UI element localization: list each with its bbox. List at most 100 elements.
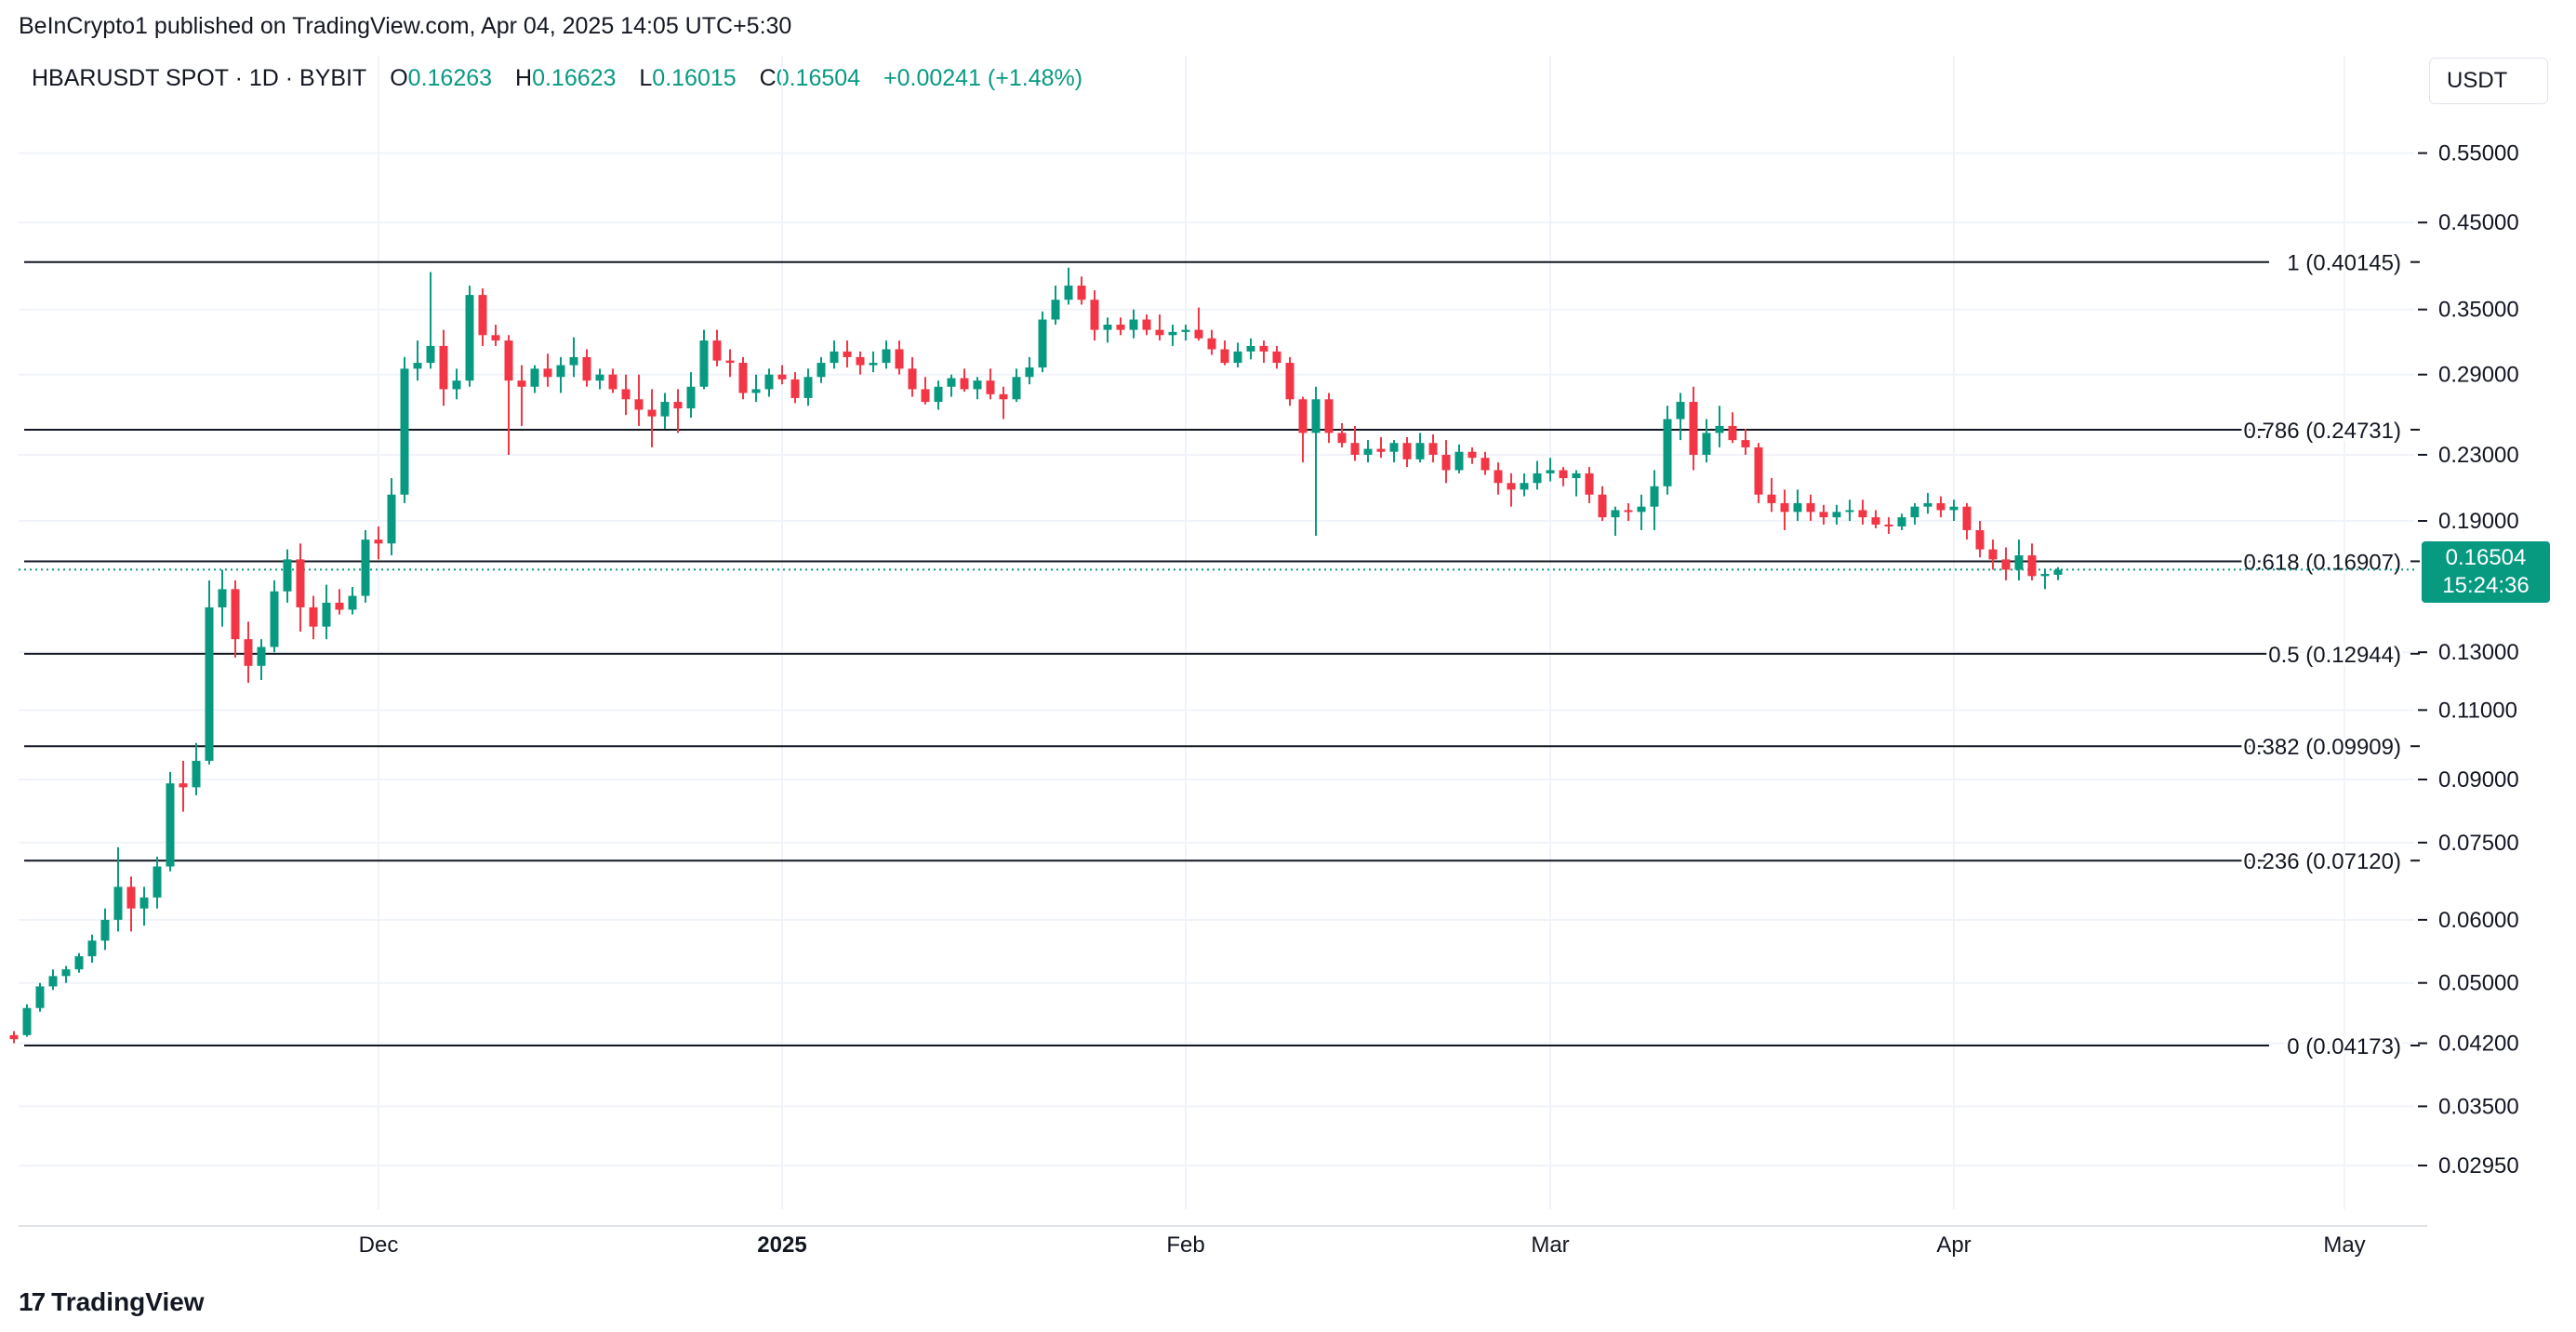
candle [1845, 500, 1854, 522]
candle-body [87, 940, 97, 957]
candle-body [74, 956, 84, 970]
candle-body [465, 295, 474, 381]
candle [426, 272, 435, 369]
candle-body [1494, 470, 1503, 484]
candle [1598, 486, 1607, 522]
candle [1858, 500, 1867, 525]
candle-body [1233, 351, 1242, 364]
candle [543, 353, 552, 387]
candle-body [712, 340, 722, 361]
candle-body [452, 380, 461, 390]
candle-body [1858, 510, 1867, 518]
candle [1572, 470, 1581, 497]
candle-body [1181, 329, 1190, 332]
candle-body [1337, 433, 1347, 444]
candle-body [1689, 402, 1698, 455]
candle [1116, 317, 1125, 336]
candle [348, 586, 357, 615]
candle-body [192, 760, 201, 788]
candle [1337, 422, 1347, 447]
tradingview-logo-icon: 17 [19, 1287, 46, 1316]
candle-body [1103, 325, 1112, 330]
tradingview-footer[interactable]: 17 TradingView [19, 1287, 205, 1317]
candle-body [1259, 345, 1268, 352]
candle [1923, 492, 1932, 514]
candle [1897, 513, 1906, 530]
candle [1637, 494, 1646, 530]
candle-body [790, 379, 800, 398]
candle [947, 374, 956, 397]
candle-body [1897, 517, 1906, 526]
candle-body [856, 356, 865, 366]
candle-body [361, 539, 370, 596]
candle-body [100, 919, 110, 941]
candle-body [1090, 300, 1099, 330]
high-value: 0.16623 [532, 65, 617, 91]
candle [1494, 462, 1503, 495]
candle [2001, 547, 2011, 580]
last-price-badge: 0.16504 15:24:36 [2422, 541, 2550, 604]
candle-body [1923, 502, 1932, 507]
candle [686, 372, 696, 419]
candle-body [205, 606, 214, 761]
candle-body [843, 351, 852, 357]
candle [1676, 393, 1685, 441]
candle-body [1285, 363, 1295, 400]
candle-body [803, 377, 813, 398]
candle-body [1324, 399, 1334, 433]
candle-body [179, 783, 188, 788]
candle-body [296, 559, 305, 607]
symbol-name[interactable]: HBARUSDT SPOT · 1D · BYBIT [32, 65, 367, 91]
candle-body [751, 389, 761, 393]
candle [986, 368, 995, 400]
candle [1207, 329, 1216, 355]
candle-body [244, 639, 253, 666]
candle-body [374, 539, 383, 544]
candle [400, 356, 409, 503]
candle-body [1520, 483, 1529, 490]
candle [231, 579, 240, 658]
candle [673, 389, 683, 433]
candle-body [1936, 502, 1945, 511]
y-tick-label: 0.03500 [2438, 1094, 2519, 1119]
y-tick-label: 0.23000 [2438, 443, 2519, 468]
candle [100, 908, 110, 951]
fib-label: 0.382 (0.09909) [2244, 735, 2401, 760]
candle-body [1585, 473, 1594, 495]
candle-body [634, 399, 644, 410]
candle [1428, 433, 1438, 463]
candle-body [139, 897, 149, 909]
candle-body [2001, 559, 2011, 570]
candle-body [218, 589, 227, 607]
candle [504, 335, 513, 455]
candle [218, 569, 227, 627]
candlestick-series [9, 267, 2063, 1044]
candle-body [1168, 331, 1177, 336]
candle-body [400, 368, 409, 495]
candle [465, 286, 474, 387]
currency-button[interactable]: USDT [2429, 58, 2548, 104]
bar-countdown: 15:24:36 [2442, 573, 2530, 599]
y-tick-label: 0.09000 [2438, 767, 2519, 793]
candle [1402, 437, 1412, 468]
candle [1702, 419, 1711, 463]
candle [1142, 314, 1151, 336]
candle [1194, 307, 1203, 341]
candle [1376, 437, 1386, 459]
candle-body [1155, 329, 1164, 336]
candle [1168, 325, 1177, 346]
candle [1949, 500, 1959, 522]
candle [9, 1031, 19, 1044]
candle [882, 340, 891, 369]
candle-body [1272, 351, 1281, 364]
candle [621, 374, 631, 416]
candle [843, 340, 852, 368]
candle [361, 529, 370, 603]
candle [283, 549, 292, 603]
candle-body [1819, 512, 1828, 518]
candle [934, 380, 943, 410]
candle-body [283, 559, 292, 592]
candle-body [1441, 454, 1451, 471]
candle-body [1975, 529, 1985, 550]
